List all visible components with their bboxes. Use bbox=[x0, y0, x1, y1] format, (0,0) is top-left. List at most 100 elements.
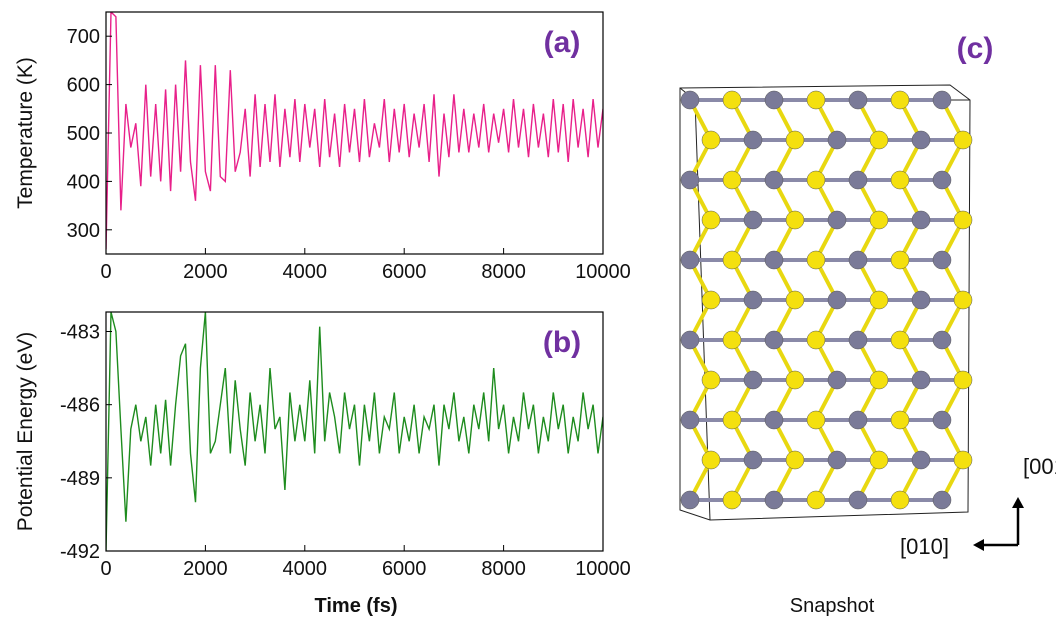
atom bbox=[723, 91, 741, 109]
atom bbox=[723, 411, 741, 429]
atom bbox=[828, 371, 846, 389]
atom bbox=[954, 131, 972, 149]
atom bbox=[702, 131, 720, 149]
atom bbox=[786, 291, 804, 309]
atom bbox=[765, 331, 783, 349]
atom bbox=[870, 291, 888, 309]
atom bbox=[744, 131, 762, 149]
atom bbox=[891, 411, 909, 429]
x-axis-label: Time (fs) bbox=[315, 595, 398, 617]
y-tick-label: 300 bbox=[67, 220, 100, 242]
atom bbox=[702, 291, 720, 309]
direction-label: [010] bbox=[900, 534, 949, 559]
atom bbox=[933, 251, 951, 269]
atom bbox=[933, 331, 951, 349]
plot-frame bbox=[106, 312, 603, 551]
atom bbox=[681, 331, 699, 349]
atom bbox=[891, 491, 909, 509]
atom bbox=[723, 491, 741, 509]
direction-label: [001] bbox=[1023, 454, 1056, 479]
atom bbox=[849, 251, 867, 269]
atom bbox=[786, 371, 804, 389]
crystal-snapshot bbox=[680, 85, 972, 520]
atom bbox=[933, 491, 951, 509]
y-tick-label: -486 bbox=[60, 395, 100, 417]
data-line bbox=[106, 12, 603, 249]
atom bbox=[870, 211, 888, 229]
x-tick-label: 2000 bbox=[183, 261, 228, 283]
atom bbox=[828, 131, 846, 149]
atom bbox=[807, 491, 825, 509]
atom bbox=[723, 171, 741, 189]
y-tick-label: -483 bbox=[60, 322, 100, 344]
atom bbox=[744, 211, 762, 229]
atom bbox=[681, 491, 699, 509]
arrow-head bbox=[1012, 497, 1024, 508]
atom bbox=[807, 171, 825, 189]
y-tick-label: 700 bbox=[67, 26, 100, 48]
x-tick-label: 0 bbox=[100, 558, 111, 580]
atom bbox=[786, 451, 804, 469]
x-tick-label: 6000 bbox=[382, 261, 427, 283]
atom bbox=[891, 251, 909, 269]
atom bbox=[891, 171, 909, 189]
atom bbox=[933, 171, 951, 189]
atom bbox=[807, 91, 825, 109]
atom bbox=[681, 91, 699, 109]
atom bbox=[702, 211, 720, 229]
atom bbox=[870, 451, 888, 469]
panel-label: (b) bbox=[543, 326, 581, 359]
panel-label: (a) bbox=[544, 26, 581, 59]
atom bbox=[849, 171, 867, 189]
y-tick-label: 400 bbox=[67, 171, 100, 193]
atom bbox=[849, 91, 867, 109]
y-tick-label: 500 bbox=[67, 123, 100, 145]
y-axis-label: Potential Energy (eV) bbox=[14, 332, 37, 532]
atom bbox=[744, 451, 762, 469]
arrow-head bbox=[973, 539, 984, 551]
x-tick-label: 10000 bbox=[575, 558, 631, 580]
y-tick-label: -489 bbox=[60, 468, 100, 490]
atom bbox=[828, 451, 846, 469]
atom bbox=[744, 371, 762, 389]
atom bbox=[954, 291, 972, 309]
atom bbox=[786, 131, 804, 149]
x-tick-label: 0 bbox=[100, 261, 111, 283]
x-tick-label: 2000 bbox=[183, 558, 228, 580]
atom bbox=[807, 331, 825, 349]
atom bbox=[723, 251, 741, 269]
snapshot-caption: Snapshot bbox=[790, 595, 875, 617]
x-tick-label: 8000 bbox=[481, 558, 526, 580]
atom bbox=[912, 131, 930, 149]
atom bbox=[954, 451, 972, 469]
atom bbox=[681, 251, 699, 269]
atom bbox=[954, 371, 972, 389]
x-tick-label: 4000 bbox=[283, 261, 328, 283]
y-tick-label: -492 bbox=[60, 541, 100, 563]
atom bbox=[765, 171, 783, 189]
atom bbox=[702, 371, 720, 389]
atom bbox=[870, 371, 888, 389]
atom bbox=[723, 331, 741, 349]
plot-area bbox=[106, 12, 603, 249]
plot-area bbox=[106, 312, 603, 551]
atom bbox=[849, 411, 867, 429]
atom bbox=[681, 411, 699, 429]
x-tick-label: 10000 bbox=[575, 261, 631, 283]
figure: Time (fs) (c) Snapshot [001] [010] 0 2000… bbox=[0, 0, 1056, 632]
atom bbox=[765, 491, 783, 509]
atom bbox=[828, 211, 846, 229]
atom bbox=[891, 91, 909, 109]
atom bbox=[870, 131, 888, 149]
y-axis-label: Temperature (K) bbox=[14, 57, 37, 209]
atom bbox=[933, 91, 951, 109]
x-tick-label: 4000 bbox=[283, 558, 328, 580]
panel-label: (c) bbox=[957, 32, 994, 65]
atom bbox=[912, 211, 930, 229]
atom bbox=[765, 411, 783, 429]
atom bbox=[912, 451, 930, 469]
atom bbox=[765, 251, 783, 269]
atom bbox=[744, 291, 762, 309]
atom bbox=[891, 331, 909, 349]
atom bbox=[807, 411, 825, 429]
